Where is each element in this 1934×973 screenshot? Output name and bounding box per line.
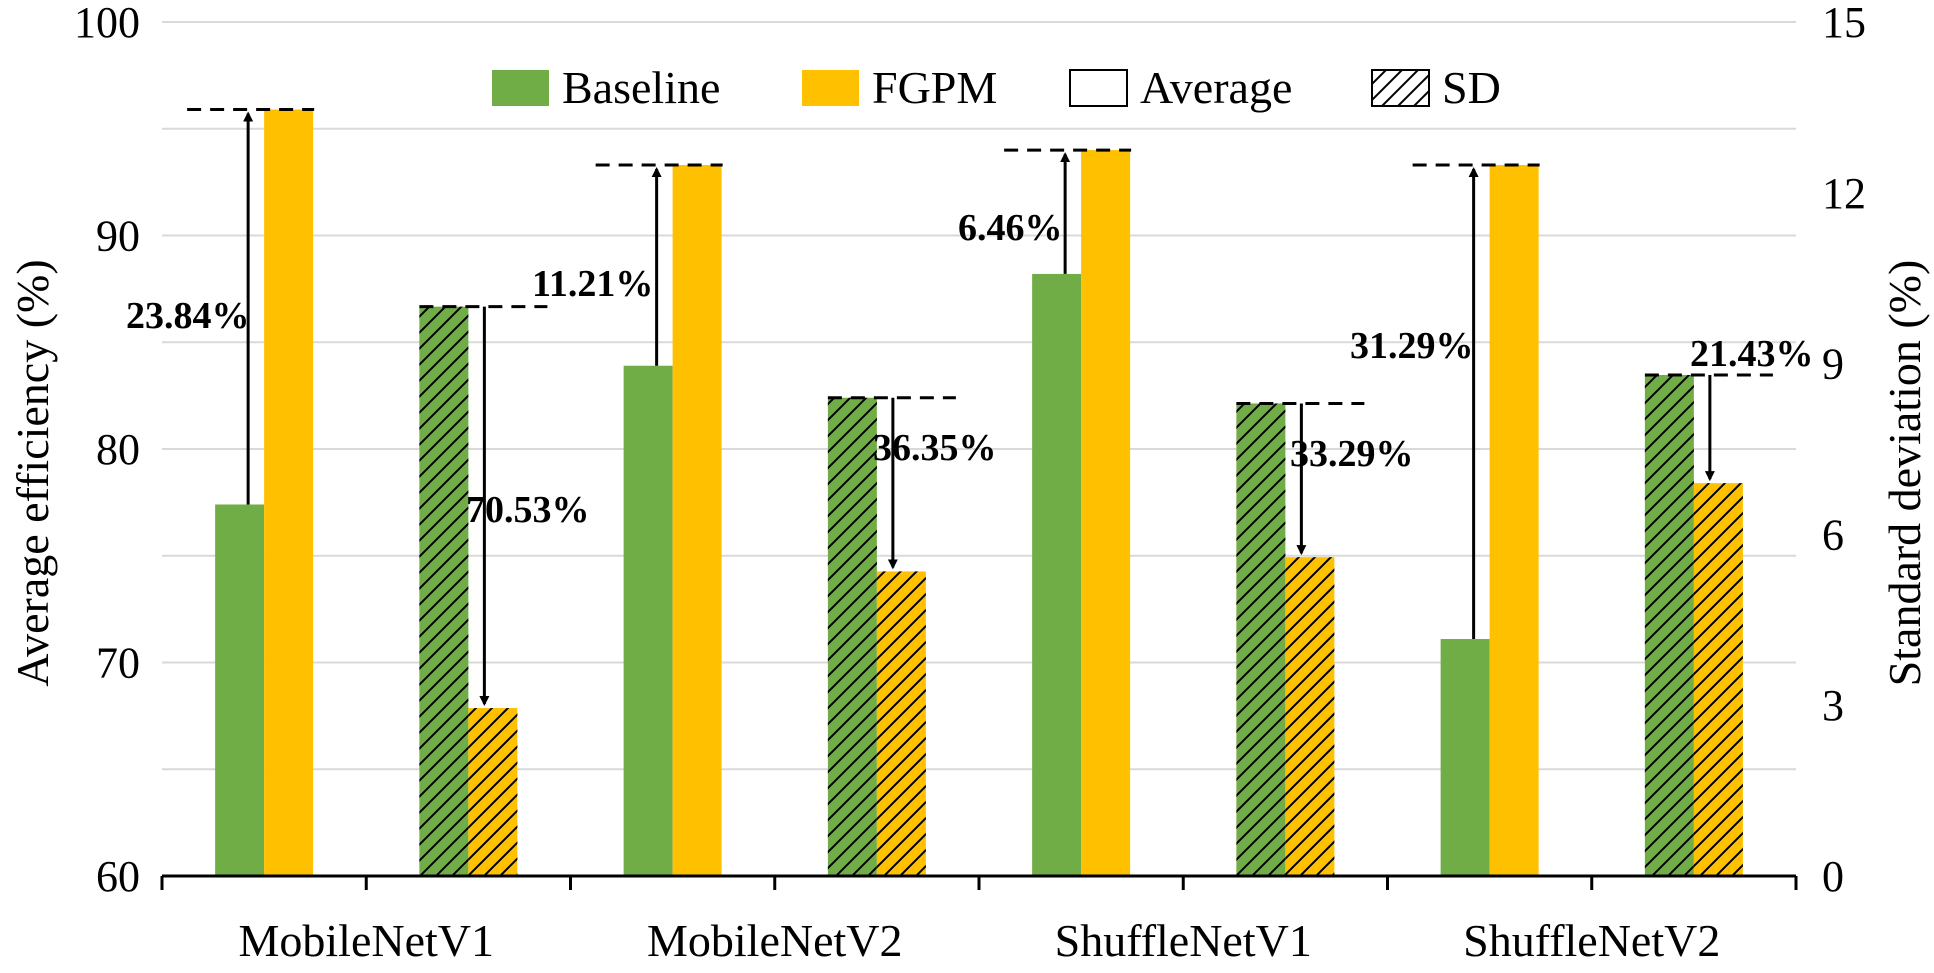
bar-fgpm-average <box>1489 165 1539 877</box>
left-tick-label: 100 <box>74 0 140 47</box>
gridlines <box>162 21 1796 771</box>
avg-gain-label: 11.21% <box>532 263 653 305</box>
right-tick-label: 0 <box>1822 852 1844 901</box>
sd-reduction-label: 21.43% <box>1690 333 1814 375</box>
bar-fgpm-average <box>1081 150 1131 877</box>
left-axis-title: Average efficiency (%) <box>7 259 58 686</box>
right-tick-label: 3 <box>1822 681 1844 730</box>
bar-baseline-sd-hatch <box>1644 374 1694 876</box>
legend-label: Baseline <box>562 62 720 113</box>
bar-baseline-average <box>1032 273 1082 876</box>
bars <box>215 109 1743 877</box>
category-label: ShuffleNetV2 <box>1463 915 1720 966</box>
left-tick-label: 70 <box>96 639 140 688</box>
sd-reduction-label: 33.29% <box>1290 433 1414 475</box>
legend: Baseline FGPM Average SD <box>492 62 1501 113</box>
bar-fgpm-sd-hatch <box>468 708 518 876</box>
sd-reduction-label: 36.35% <box>873 427 997 469</box>
bar-fgpm-sd-hatch <box>1693 483 1743 876</box>
bar-baseline-sd-hatch <box>827 397 877 876</box>
right-tick-label: 12 <box>1822 169 1866 218</box>
legend-label: FGPM <box>872 62 997 113</box>
bar-baseline-sd-hatch <box>419 306 469 877</box>
axes: 60 70 80 90 100 0 3 6 9 12 15 MobileNetV1 MobileNetV… <box>74 0 1866 966</box>
category-label: MobileNetV1 <box>238 915 494 966</box>
avg-gain-label: 23.84% <box>126 295 250 337</box>
left-tick-label: 60 <box>96 852 140 901</box>
avg-gain-label: 31.29% <box>1350 325 1474 367</box>
category-label: MobileNetV2 <box>647 915 903 966</box>
annotations: 23.84% 11.21% 6.46% 31.29% 70.53% 36.35% 33.29… <box>126 108 1814 707</box>
bar-baseline-average <box>623 365 673 876</box>
left-tick-label: 80 <box>96 425 140 474</box>
bar-fgpm-average <box>264 109 314 876</box>
bar-baseline-average <box>215 504 265 876</box>
legend-label: SD <box>1442 62 1501 113</box>
right-tick-label: 6 <box>1822 510 1844 559</box>
left-tick-label: 90 <box>96 212 140 261</box>
legend-swatch-fgpm <box>802 70 859 106</box>
bar-fgpm-sd-hatch <box>876 571 926 876</box>
sd-reduction-label: 70.53% <box>466 489 590 531</box>
bar-fgpm-sd-hatch <box>1285 557 1335 876</box>
right-tick-label: 9 <box>1822 340 1844 389</box>
category-label: ShuffleNetV1 <box>1055 915 1312 966</box>
legend-label: Average <box>1140 62 1292 113</box>
bar-fgpm-average <box>672 165 722 877</box>
legend-swatch-average <box>1069 69 1128 107</box>
right-axis-title: Standard deviation (%) <box>1879 260 1930 687</box>
right-tick-label: 15 <box>1822 0 1866 47</box>
avg-gain-label: 6.46% <box>958 207 1063 249</box>
legend-swatch-sd <box>1371 69 1430 107</box>
bar-baseline-average <box>1440 639 1490 876</box>
bar-baseline-sd-hatch <box>1236 403 1286 876</box>
legend-swatch-baseline <box>492 70 549 106</box>
